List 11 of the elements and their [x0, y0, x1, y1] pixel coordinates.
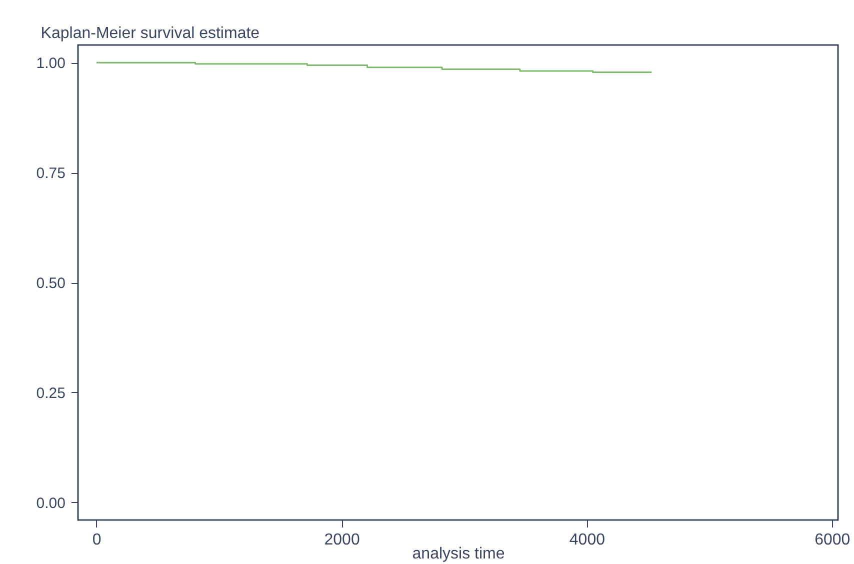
y-tick-label: 0.50: [36, 275, 66, 292]
y-tick-label: 0.00: [36, 494, 66, 512]
x-axis-title: analysis time: [412, 546, 505, 562]
x-tick-label: 4000: [569, 532, 606, 548]
x-tick-label: 2000: [324, 532, 360, 548]
x-tick-label: 6000: [814, 532, 850, 548]
chart-title: Kaplan-Meier survival estimate: [40, 25, 260, 42]
y-tick-label: 1.00: [36, 55, 66, 72]
y-tick-label: 0.75: [36, 165, 66, 182]
x-tick-label: 0: [92, 532, 102, 548]
y-tick-label: 0.25: [36, 384, 66, 402]
